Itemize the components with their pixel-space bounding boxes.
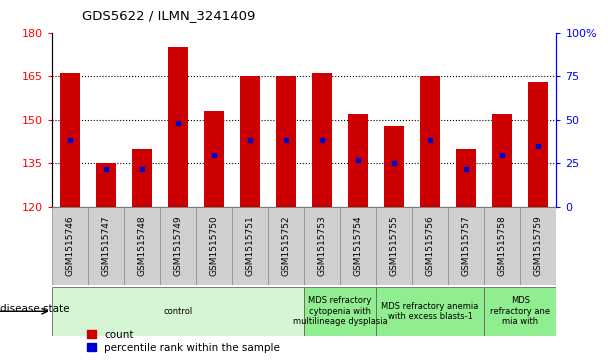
Bar [528,82,548,207]
Text: MDS refractory anemia
with excess blasts-1: MDS refractory anemia with excess blasts… [381,302,479,321]
Text: MDS refractory
cytopenia with
multilineage dysplasia: MDS refractory cytopenia with multilinea… [292,296,387,326]
Bar [376,207,412,285]
Bar [268,207,304,285]
Bar [240,76,260,207]
Bar [132,149,152,207]
Bar [124,207,160,285]
Text: GSM1515749: GSM1515749 [173,216,182,276]
Bar [384,126,404,207]
Bar [196,207,232,285]
Bar [204,111,224,207]
Bar [168,47,188,207]
Bar [52,207,88,285]
Bar [412,207,448,285]
Bar [276,76,296,207]
Text: GSM1515747: GSM1515747 [102,216,110,276]
Bar [304,207,340,285]
Text: GSM1515748: GSM1515748 [137,216,147,276]
Bar [420,76,440,207]
Bar [456,149,476,207]
Text: GSM1515754: GSM1515754 [354,216,362,276]
Text: GSM1515757: GSM1515757 [461,216,471,276]
Bar [96,163,116,207]
Legend: count, percentile rank within the sample: count, percentile rank within the sample [88,330,280,353]
Text: GSM1515746: GSM1515746 [65,216,74,276]
Bar [52,287,304,336]
Text: disease state: disease state [0,305,69,314]
Text: GSM1515750: GSM1515750 [209,216,218,276]
Text: GSM1515756: GSM1515756 [426,216,435,276]
Bar [484,207,520,285]
Bar [312,73,332,207]
Bar [520,207,556,285]
Text: GSM1515752: GSM1515752 [282,216,291,276]
Bar [304,287,376,336]
Bar [376,287,484,336]
Bar [340,207,376,285]
Bar [160,207,196,285]
Bar [484,287,556,336]
Text: GSM1515759: GSM1515759 [534,216,543,276]
Text: GDS5622 / ILMN_3241409: GDS5622 / ILMN_3241409 [82,9,255,22]
Text: GSM1515753: GSM1515753 [317,216,326,276]
Bar [448,207,484,285]
Text: GSM1515758: GSM1515758 [498,216,506,276]
Bar [232,207,268,285]
Bar [348,114,368,207]
Text: GSM1515755: GSM1515755 [390,216,399,276]
Bar [88,207,124,285]
Text: control: control [163,307,193,316]
Bar [60,73,80,207]
Text: MDS
refractory ane
mia with: MDS refractory ane mia with [490,296,550,326]
Bar [492,114,512,207]
Text: GSM1515751: GSM1515751 [246,216,254,276]
